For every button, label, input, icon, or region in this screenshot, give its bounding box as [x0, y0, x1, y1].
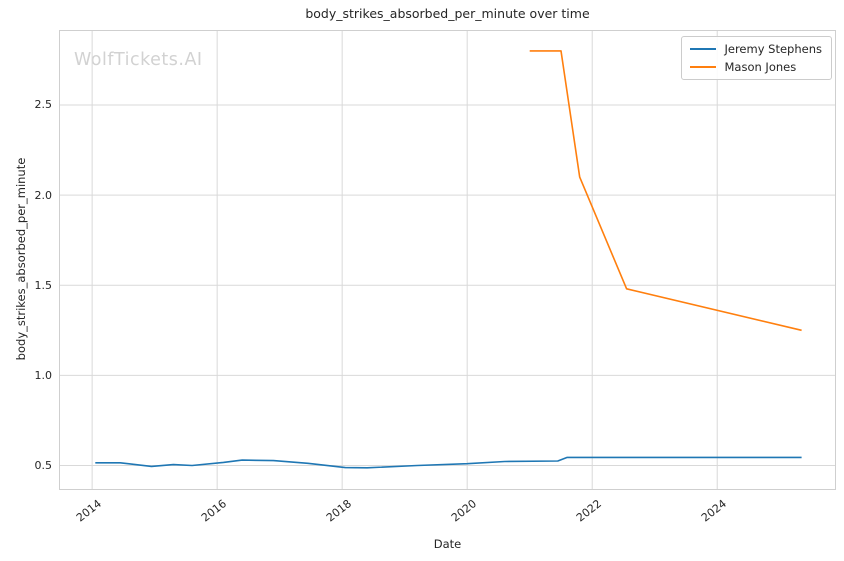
x-tick-label: 2016: [199, 497, 230, 525]
plot-area: [59, 30, 836, 490]
legend-item: Jeremy Stephens: [690, 42, 822, 56]
y-tick-label: 1.0: [34, 368, 53, 382]
series-line-jeremy-stephens: [95, 456, 802, 469]
legend-line-swatch: [690, 48, 717, 50]
watermark-text: WolfTickets.AI: [74, 50, 203, 70]
y-tick-label: 2.5: [34, 98, 53, 112]
y-axis-label: body_strikes_absorbed_per_minute: [14, 157, 28, 361]
x-tick-label: 2014: [74, 497, 105, 525]
x-tick-label: 2024: [699, 497, 730, 525]
x-tick-label: 2022: [574, 497, 605, 525]
legend-label: Jeremy Stephens: [724, 42, 822, 56]
y-tick-label: 0.5: [34, 458, 53, 472]
legend: Jeremy Stephens Mason Jones: [681, 36, 832, 80]
chart-title: body_strikes_absorbed_per_minute over ti…: [305, 6, 590, 21]
y-tick-label: 1.5: [34, 278, 53, 292]
series-line-mason-jones: [529, 50, 802, 332]
x-tick-label: 2020: [449, 497, 480, 525]
x-tick-label: 2018: [324, 497, 355, 525]
legend-item: Mason Jones: [690, 60, 822, 74]
y-tick-label: 2.0: [34, 188, 53, 202]
legend-line-swatch: [690, 66, 717, 68]
x-axis-label: Date: [433, 537, 462, 551]
legend-label: Mason Jones: [724, 60, 797, 74]
plot-border: [59, 30, 836, 490]
